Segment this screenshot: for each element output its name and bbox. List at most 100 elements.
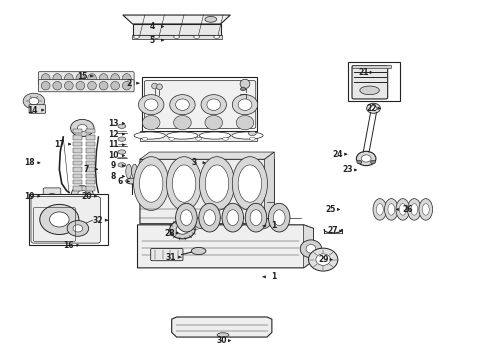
- Ellipse shape: [78, 190, 87, 197]
- Ellipse shape: [217, 333, 229, 337]
- Ellipse shape: [255, 217, 270, 229]
- Bar: [73, 129, 82, 134]
- Polygon shape: [172, 317, 272, 337]
- Bar: [143, 77, 257, 131]
- Ellipse shape: [241, 87, 245, 91]
- Bar: [86, 148, 95, 153]
- Ellipse shape: [49, 212, 69, 227]
- Polygon shape: [138, 225, 314, 268]
- Bar: [73, 174, 82, 178]
- Ellipse shape: [227, 217, 243, 229]
- Ellipse shape: [201, 95, 226, 115]
- Ellipse shape: [176, 225, 189, 234]
- Ellipse shape: [77, 125, 87, 132]
- Text: 29: 29: [318, 255, 328, 264]
- Text: 4: 4: [149, 22, 155, 31]
- Bar: [86, 186, 95, 191]
- Ellipse shape: [154, 36, 159, 39]
- Bar: [73, 142, 82, 146]
- Ellipse shape: [191, 247, 206, 255]
- Ellipse shape: [300, 240, 322, 258]
- Ellipse shape: [76, 74, 85, 84]
- Ellipse shape: [67, 221, 89, 236]
- Text: 16: 16: [63, 241, 74, 250]
- Text: 10: 10: [108, 151, 118, 160]
- Ellipse shape: [419, 199, 433, 220]
- Ellipse shape: [126, 164, 132, 179]
- Ellipse shape: [411, 204, 417, 215]
- Ellipse shape: [370, 160, 375, 164]
- Ellipse shape: [170, 220, 195, 239]
- Ellipse shape: [205, 165, 229, 202]
- Ellipse shape: [140, 165, 163, 202]
- Text: 32: 32: [92, 216, 103, 225]
- Ellipse shape: [134, 36, 140, 39]
- Ellipse shape: [40, 204, 79, 234]
- Ellipse shape: [250, 210, 262, 226]
- Ellipse shape: [199, 203, 221, 232]
- Ellipse shape: [172, 165, 196, 202]
- Text: 9: 9: [110, 161, 116, 170]
- Ellipse shape: [199, 157, 235, 211]
- Ellipse shape: [232, 95, 258, 115]
- Bar: [73, 154, 82, 159]
- Ellipse shape: [376, 204, 383, 215]
- Ellipse shape: [356, 151, 376, 166]
- Ellipse shape: [245, 203, 267, 232]
- Ellipse shape: [205, 116, 222, 130]
- Ellipse shape: [111, 74, 120, 84]
- Ellipse shape: [118, 163, 126, 167]
- Ellipse shape: [126, 178, 138, 184]
- Ellipse shape: [152, 83, 158, 89]
- Text: 21: 21: [358, 68, 368, 77]
- Text: 6: 6: [118, 177, 123, 186]
- Ellipse shape: [157, 84, 162, 90]
- Ellipse shape: [23, 93, 45, 109]
- Bar: [29, 194, 108, 244]
- Ellipse shape: [238, 99, 252, 111]
- Bar: [86, 180, 95, 184]
- Bar: [86, 129, 95, 134]
- Ellipse shape: [399, 204, 406, 215]
- Bar: [351, 65, 391, 68]
- Ellipse shape: [143, 116, 160, 130]
- Ellipse shape: [240, 79, 250, 89]
- Ellipse shape: [72, 186, 93, 202]
- Ellipse shape: [199, 132, 230, 139]
- Text: 22: 22: [367, 104, 377, 113]
- Ellipse shape: [118, 137, 126, 141]
- FancyBboxPatch shape: [29, 105, 46, 113]
- Ellipse shape: [88, 81, 97, 90]
- Ellipse shape: [236, 116, 254, 130]
- Bar: [73, 167, 82, 172]
- Ellipse shape: [132, 164, 138, 179]
- Bar: [86, 167, 95, 172]
- Text: 13: 13: [108, 119, 118, 128]
- Ellipse shape: [173, 116, 191, 130]
- Ellipse shape: [222, 203, 244, 232]
- Ellipse shape: [118, 150, 126, 154]
- Polygon shape: [123, 15, 230, 24]
- Polygon shape: [140, 131, 257, 140]
- Ellipse shape: [214, 36, 220, 39]
- Ellipse shape: [361, 155, 371, 162]
- Ellipse shape: [118, 124, 126, 129]
- Polygon shape: [265, 152, 274, 224]
- Ellipse shape: [99, 74, 108, 84]
- FancyBboxPatch shape: [38, 80, 134, 92]
- Ellipse shape: [99, 81, 108, 90]
- Bar: [73, 180, 82, 184]
- Ellipse shape: [194, 217, 210, 229]
- Ellipse shape: [53, 81, 62, 90]
- Bar: [86, 154, 95, 159]
- Ellipse shape: [273, 210, 285, 226]
- Text: 3: 3: [191, 158, 196, 167]
- Ellipse shape: [139, 95, 164, 115]
- Bar: [86, 174, 95, 178]
- Ellipse shape: [306, 244, 316, 253]
- Ellipse shape: [207, 99, 220, 111]
- FancyBboxPatch shape: [31, 197, 100, 243]
- Ellipse shape: [41, 74, 50, 84]
- Ellipse shape: [222, 137, 228, 140]
- Ellipse shape: [122, 74, 131, 84]
